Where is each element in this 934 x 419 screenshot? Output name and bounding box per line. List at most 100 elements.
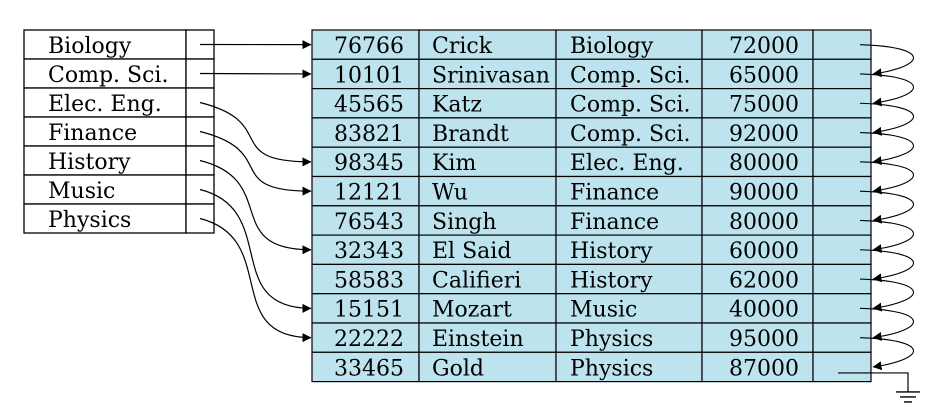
record-salary-cell	[701, 87, 814, 119]
record-salary: 40000	[729, 298, 799, 323]
record-salary: 72000	[729, 34, 799, 59]
record-dept: Physics	[570, 356, 653, 381]
record-name: Gold	[432, 356, 484, 381]
record-chain-arrow	[859, 161, 914, 195]
record-row: 12121 Wu Finance 90000	[311, 175, 872, 207]
record-name-cell	[418, 146, 557, 178]
record-dept: History	[570, 239, 653, 264]
index-pointer-cell	[185, 203, 215, 234]
record-chain-arrow	[859, 337, 914, 371]
record-id: 98345	[334, 151, 404, 176]
index-pointer-arrow	[199, 159, 312, 255]
record-chain-arrow	[859, 73, 914, 107]
record-chain-arrow	[859, 219, 914, 253]
index-pointer-cell	[185, 116, 215, 147]
index-key-label: Comp. Sci.	[48, 63, 168, 88]
record-dept-cell	[555, 175, 703, 207]
index-entry: Finance	[23, 116, 215, 147]
record-id-cell	[311, 234, 420, 266]
null-pointer-line	[838, 372, 909, 392]
record-name: Singh	[432, 210, 497, 235]
record-name: Mozart	[432, 298, 512, 323]
index-entry: Elec. Eng.	[23, 87, 215, 118]
record-id: 83821	[334, 122, 404, 147]
record-dept: Music	[570, 298, 637, 323]
record-salary: 65000	[729, 63, 799, 88]
record-salary: 80000	[729, 210, 799, 235]
record-dept: Biology	[570, 34, 654, 59]
record-salary: 62000	[729, 268, 799, 293]
record-name: Srinivasan	[432, 63, 550, 88]
record-id: 15151	[334, 298, 404, 323]
record-dept: Finance	[570, 210, 659, 235]
record-dept-cell	[555, 146, 703, 178]
record-dept-cell	[555, 205, 703, 236]
record-id-cell	[311, 205, 420, 236]
record-salary: 90000	[729, 181, 799, 206]
record-salary: 60000	[729, 239, 799, 264]
index-entry: Biology	[23, 29, 215, 60]
record-chain-arrow	[859, 132, 914, 166]
record-dept: History	[570, 268, 653, 293]
record-name: Einstein	[432, 327, 524, 352]
record-chain-arrow	[859, 249, 914, 283]
record-dept: Comp. Sci.	[570, 93, 690, 118]
record-row: 15151 Mozart Music 40000	[311, 293, 872, 324]
record-id-cell	[311, 175, 420, 207]
index-pointer-arrow	[199, 130, 312, 196]
index-key-label: Biology	[48, 34, 132, 59]
record-id: 58583	[334, 268, 404, 293]
index-key-cell	[23, 203, 187, 234]
record-id: 12121	[334, 181, 404, 206]
record-salary-cell	[701, 29, 814, 60]
record-salary-cell	[701, 234, 814, 266]
record-dept: Elec. Eng.	[570, 151, 684, 176]
record-dept-cell	[555, 58, 703, 90]
index-key-cell	[23, 29, 187, 60]
record-id: 10101	[334, 63, 404, 88]
record-id-cell	[311, 351, 420, 383]
record-row: 22222 Einstein Physics 95000	[311, 322, 872, 353]
index-key-label: Elec. Eng.	[48, 92, 162, 117]
record-chain-arrow	[859, 190, 914, 224]
record-id: 22222	[334, 327, 404, 352]
index-pointer-arrow	[199, 101, 312, 167]
record-name: Crick	[432, 34, 493, 59]
record-dept: Comp. Sci.	[570, 63, 690, 88]
record-salary-cell	[701, 322, 814, 353]
index-key-label: Music	[48, 179, 115, 204]
record-dept: Physics	[570, 327, 653, 352]
record-dept: Finance	[570, 181, 659, 206]
index-entry: Physics	[23, 203, 215, 234]
index-key-label: Physics	[48, 208, 131, 233]
record-row: 98345 Kim Elec. Eng. 80000	[311, 146, 872, 178]
record-row: 45565 Katz Comp. Sci. 75000	[311, 87, 872, 119]
record-chain-arrow	[859, 307, 914, 341]
record-chain-pointers	[838, 44, 920, 403]
record-row: 76543 Singh Finance 80000	[311, 205, 872, 236]
record-row: 33465 Gold Physics 87000	[311, 351, 872, 383]
record-id: 32343	[334, 239, 404, 264]
record-dept-cell	[555, 322, 703, 353]
record-name: El Said	[432, 239, 511, 264]
record-row: 58583 Califieri History 62000	[311, 263, 872, 295]
record-row: 10101 Srinivasan Comp. Sci. 65000	[311, 58, 872, 90]
record-name-cell	[418, 322, 557, 353]
record-dept-cell	[555, 351, 703, 383]
index-pointer-arrow	[199, 188, 312, 313]
record-salary: 92000	[729, 122, 799, 147]
record-salary: 87000	[729, 356, 799, 381]
record-name-cell	[418, 263, 557, 295]
record-row: 32343 El Said History 60000	[311, 234, 872, 266]
record-name: Brandt	[432, 122, 509, 147]
record-id: 45565	[334, 93, 404, 118]
record-name: Kim	[432, 151, 476, 176]
record-salary-cell	[701, 205, 814, 236]
index-entry: History	[23, 145, 215, 176]
record-salary: 95000	[729, 327, 799, 352]
index-entry: Comp. Sci.	[23, 58, 215, 89]
record-salary-cell	[701, 58, 814, 90]
record-id-cell	[311, 263, 420, 295]
record-chain-arrow	[859, 44, 914, 78]
